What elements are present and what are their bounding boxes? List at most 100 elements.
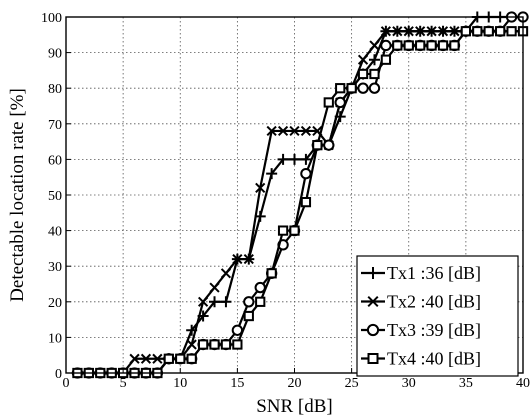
data-point-square (495, 26, 506, 37)
data-point-square (403, 40, 414, 51)
x-tick-label: 15 (230, 376, 244, 391)
y-tick-label: 90 (48, 47, 62, 62)
data-point-x (449, 26, 460, 37)
data-point-x (380, 26, 392, 37)
data-point-x (300, 125, 312, 137)
data-point-square (506, 26, 517, 37)
legend: Tx1 :36 [dB] Tx2 :40 [dB] Tx3 :39 [dB] Tx4 … (356, 255, 519, 377)
data-point-square (300, 196, 312, 208)
data-point-x (255, 182, 266, 193)
y-tick-label: 50 (48, 189, 62, 204)
legend-label: Tx2 :40 [dB] (387, 292, 481, 312)
data-point-plus (367, 267, 379, 279)
data-point-circle (243, 296, 255, 308)
data-point-square (220, 339, 232, 350)
data-point-x (289, 125, 300, 137)
data-point-square (460, 26, 471, 37)
data-point-x (140, 353, 152, 364)
data-point-square (392, 40, 403, 51)
data-point-square (483, 26, 494, 37)
data-point-square (232, 339, 243, 350)
data-point-plus (368, 54, 380, 66)
data-point-x (392, 26, 403, 37)
data-point-circle (357, 82, 369, 94)
data-point-plus (300, 153, 312, 165)
legend-item: Tx1 :36 [dB] (361, 263, 481, 283)
data-point-x (197, 296, 209, 307)
legend-label: Tx4 :40 [dB] (387, 349, 481, 369)
legend-item: Tx2 :40 [dB] (361, 292, 481, 312)
x-axis-label: SNR [dB] (256, 396, 333, 416)
y-tick-label: 70 (48, 118, 62, 133)
data-point-circle (323, 139, 335, 151)
legend-item: Tx3 :39 [dB] (361, 320, 481, 340)
data-point-square (472, 26, 483, 37)
data-point-square (197, 339, 209, 350)
data-point-square (312, 140, 323, 151)
data-point-circle (368, 82, 381, 94)
data-point-x (369, 40, 380, 51)
data-point-square (380, 54, 392, 65)
y-tick-label: 40 (48, 225, 62, 240)
data-point-square (415, 40, 426, 51)
data-point-square (357, 68, 369, 80)
data-point-square (369, 68, 380, 80)
data-point-x (232, 253, 243, 265)
data-point-square (277, 225, 289, 236)
data-point-square (449, 40, 460, 51)
data-point-circle (366, 323, 380, 337)
y-tick-label: 20 (48, 296, 62, 311)
data-point-square (209, 339, 220, 350)
legend-label: Tx1 :36 [dB] (387, 263, 481, 283)
data-point-plus (277, 153, 289, 165)
data-point-square (163, 353, 174, 364)
data-point-square (426, 40, 437, 51)
data-point-x (437, 26, 449, 37)
y-axis-label: Detectable location rate [%] (7, 88, 28, 302)
y-tick-label: 80 (48, 82, 62, 97)
legend-box (356, 255, 519, 377)
data-point-x (403, 26, 414, 37)
data-point-x (186, 339, 197, 350)
data-point-circle (300, 167, 312, 180)
x-tick-label: 5 (120, 376, 127, 391)
legend-item: Tx4 :40 [dB] (361, 349, 481, 369)
data-point-plus (266, 168, 278, 180)
data-point-x (209, 282, 220, 293)
data-point-x (243, 253, 254, 265)
data-point-x (220, 268, 232, 279)
data-point-square (346, 83, 357, 94)
x-tick-label: 0 (63, 376, 70, 391)
y-tick-label: 10 (48, 331, 62, 346)
data-point-square (437, 40, 449, 51)
data-point-x (129, 353, 140, 364)
data-point-x (415, 26, 426, 37)
series-line (77, 30, 523, 375)
data-point-square (243, 310, 254, 322)
tick-labels: 0 5 10 15 20 25 30 35 40 0 10 20 30 40 50 60 70 80 90 100 (41, 11, 530, 391)
y-tick-label: 100 (41, 11, 62, 26)
legend-label: Tx3 :39 [dB] (387, 320, 481, 340)
data-point-square (175, 353, 186, 364)
data-point-x (152, 353, 163, 364)
x-tick-label: 35 (459, 376, 473, 391)
x-tick-label: 40 (516, 376, 530, 391)
y-tick-label: 0 (55, 367, 62, 382)
y-tick-label: 60 (48, 153, 62, 168)
data-point-plus (209, 296, 221, 308)
data-point-x (357, 54, 369, 65)
data-point-x (426, 26, 437, 37)
x-tick-label: 30 (402, 376, 416, 391)
data-point-plus (289, 153, 300, 165)
data-point-circle (334, 96, 346, 109)
data-point-square (186, 353, 197, 364)
data-point-square (266, 268, 277, 279)
data-point-square (335, 83, 346, 94)
x-tick-label: 25 (345, 376, 359, 391)
data-point-square (255, 296, 266, 307)
x-tick-label: 20 (288, 376, 302, 391)
data-point-x (277, 125, 289, 137)
data-point-square (323, 97, 334, 108)
data-point-x (367, 295, 379, 308)
